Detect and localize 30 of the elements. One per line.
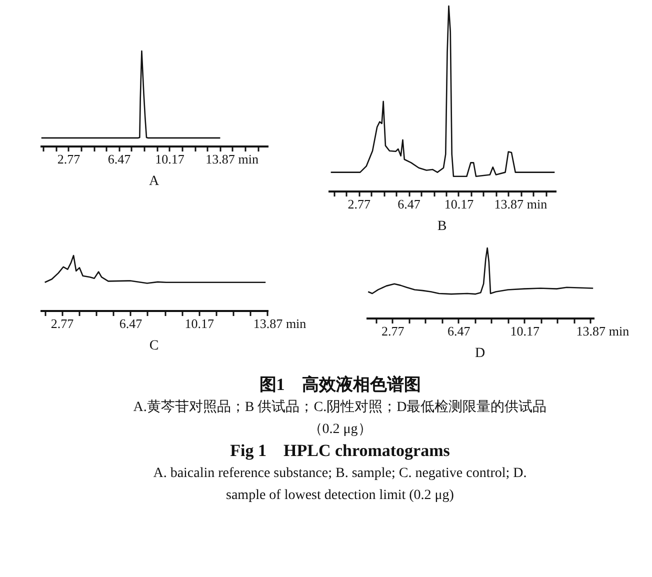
text: （0.2 μg） [308, 422, 372, 437]
x-tick-label: 6.47 [448, 324, 471, 338]
x-tick-label: 6.47 [119, 316, 143, 331]
x-axis-title: min [526, 196, 548, 212]
text: sample of lowest detection limit (0.2 μg) [226, 488, 454, 503]
x-tick-label: 10.17 [510, 324, 540, 338]
x-tick-label: 2.77 [50, 316, 74, 331]
x-tick-label: 6.47 [398, 196, 421, 212]
x-axis-title: min [608, 324, 630, 338]
text: A.黄芩苷对照品；B 供试品；C.阴性对照；D最低检测限量的供试品 [133, 399, 547, 415]
text: 图1 高效液相色谱图 [259, 375, 421, 394]
text: D [474, 346, 486, 361]
text: Fig 1 HPLC chromatograms [230, 441, 450, 460]
x-tick-label: 6.47 [108, 152, 132, 166]
x-tick-label: 13.87 [494, 196, 524, 212]
x-tick-label: 10.17 [184, 316, 214, 331]
text: A. baicalin reference substance; B. sample; C. negative control; D. [153, 466, 527, 481]
x-tick-label: 10.17 [155, 152, 185, 166]
x-tick-label: 13.87 [253, 316, 284, 331]
x-tick-label: 13.87 [206, 152, 236, 166]
text: B [437, 219, 447, 234]
text: C [149, 338, 159, 354]
x-tick-label: 2.77 [348, 196, 371, 212]
x-tick-label: 13.87 [576, 324, 606, 338]
x-axis-title: min [286, 316, 307, 331]
x-tick-label: 10.17 [444, 196, 474, 212]
x-tick-label: 2.77 [57, 152, 81, 166]
text: A [148, 174, 160, 189]
x-tick-label: 2.77 [382, 324, 405, 338]
x-axis-title: min [238, 152, 260, 166]
